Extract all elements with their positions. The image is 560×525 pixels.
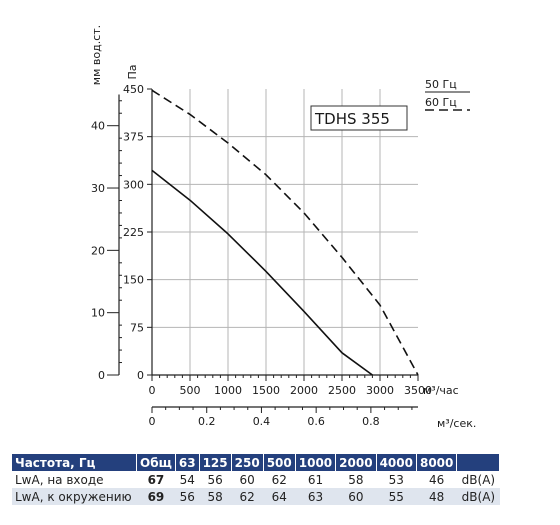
y-tick-label-pa: 375 — [123, 131, 144, 144]
model-label: TDHS 355 — [314, 110, 390, 128]
x-unit-sec-label: м³/сек. — [437, 417, 476, 430]
x-tick-label-flow: 3000 — [366, 384, 394, 397]
header-1000: 1000 — [295, 454, 337, 471]
header-125: 125 — [199, 454, 232, 471]
y-tick-label-pa: 150 — [123, 274, 144, 287]
x-tick-label-flow: 2500 — [328, 384, 356, 397]
x-tick-label-sec: 0 — [149, 415, 156, 428]
table-cell: 54 — [175, 471, 200, 488]
legend-label-50hz: 50 Гц — [425, 78, 457, 91]
model-label-box: TDHS 355 — [310, 105, 408, 131]
curve-50hz — [151, 89, 419, 376]
y-unit-pa-label: Па — [126, 64, 139, 79]
chart-series — [151, 89, 419, 376]
y-tick-label-mm: 0 — [98, 369, 105, 382]
table-cell: 55 — [376, 488, 417, 505]
x-tick-label-sec: 0.6 — [307, 415, 325, 428]
table-cell: 56 — [175, 488, 200, 505]
header-frequency: Частота, Гц — [12, 454, 137, 471]
y-tick-label-pa: 75 — [130, 321, 144, 334]
x-tick-label-flow: 1500 — [252, 384, 280, 397]
header-500: 500 — [263, 454, 296, 471]
header-8000: 8000 — [416, 454, 458, 471]
header-4000: 4000 — [376, 454, 417, 471]
table-row: LwA, на входе 67 54 56 60 62 61 58 53 46… — [12, 471, 500, 488]
table-cell: 53 — [376, 471, 417, 488]
header-unit — [456, 454, 501, 471]
noise-table-header: Частота, Гц Общ 63 125 250 500 1000 2000… — [12, 454, 501, 471]
row-label: LwA, к окружению — [12, 488, 137, 505]
table-cell: 64 — [263, 488, 296, 505]
chart-grid — [152, 89, 418, 375]
x-unit-flow-label: м³/час — [423, 384, 459, 397]
table-cell: 46 — [416, 471, 457, 488]
row-total: 67 — [136, 471, 176, 488]
y-tick-label-mm: 40 — [91, 120, 105, 133]
legend-label-60hz: 60 Гц — [425, 96, 457, 109]
header-2000: 2000 — [335, 454, 377, 471]
y-tick-label-pa: 300 — [123, 178, 144, 191]
table-cell: 48 — [416, 488, 457, 505]
y-tick-label-pa: 450 — [123, 83, 144, 96]
y-tick-label-pa: 0 — [137, 369, 144, 382]
header-63: 63 — [175, 454, 200, 471]
table-cell: 56 — [199, 471, 232, 488]
table-cell: 58 — [335, 471, 377, 488]
x-tick-label-sec: 0.2 — [198, 415, 216, 428]
row-unit: dB(A) — [456, 488, 500, 505]
y-tick-label-mm: 20 — [91, 244, 105, 257]
table-cell: 58 — [199, 488, 232, 505]
x-tick-label-flow: 2000 — [290, 384, 318, 397]
table-row: LwA, к окружению 69 56 58 62 64 63 60 55… — [12, 488, 500, 505]
legend: 50 Гц 60 Гц — [425, 78, 470, 111]
y-tick-label-pa: 225 — [123, 226, 144, 239]
noise-table: Частота, Гц Общ 63 125 250 500 1000 2000… — [12, 454, 501, 505]
table-cell: 63 — [295, 488, 336, 505]
table-cell: 61 — [295, 471, 336, 488]
x-tick-label-sec: 0.8 — [362, 415, 380, 428]
y-tick-label-mm: 30 — [91, 182, 105, 195]
x-tick-label-flow: 3500 — [404, 384, 432, 397]
row-label: LwA, на входе — [12, 471, 137, 488]
row-unit: dB(A) — [456, 471, 500, 488]
x-tick-label-flow: 0 — [149, 384, 156, 397]
table-cell: 60 — [231, 471, 264, 488]
table-cell: 60 — [335, 488, 377, 505]
x-tick-label-flow: 500 — [180, 384, 201, 397]
x-tick-label-sec: 0.4 — [253, 415, 271, 428]
table-cell: 62 — [231, 488, 264, 505]
y-tick-label-mm: 10 — [91, 307, 105, 320]
y-unit-mm-label: мм вод.ст. — [90, 25, 103, 85]
table-cell: 62 — [263, 471, 296, 488]
header-250: 250 — [231, 454, 264, 471]
x-tick-label-flow: 1000 — [214, 384, 242, 397]
curve-60hz — [151, 169, 373, 376]
header-total: Общ — [136, 454, 176, 471]
row-total: 69 — [136, 488, 176, 505]
